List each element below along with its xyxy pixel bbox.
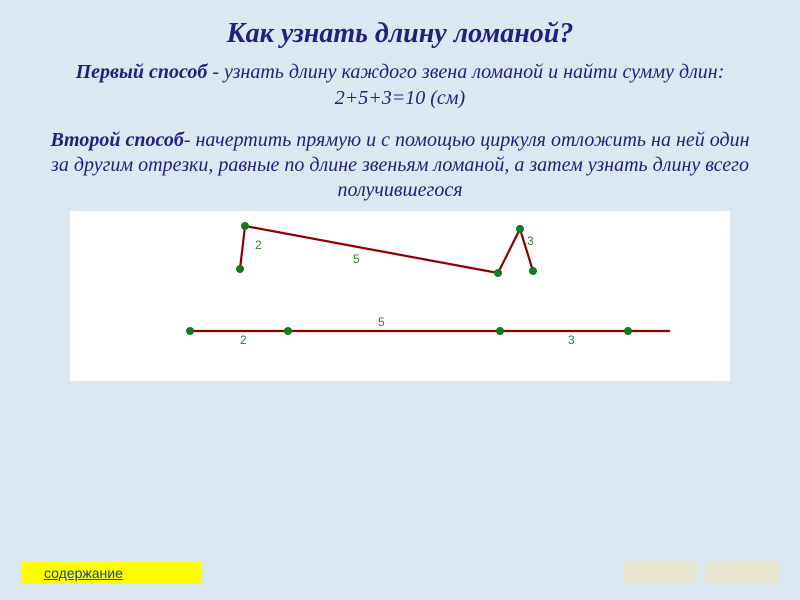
method2-label: Второй способ	[50, 129, 183, 151]
method1-label: Первый способ	[76, 61, 208, 83]
method1-formula: 2+5+3=10 (см)	[0, 85, 800, 118]
footer-content-bar: содержание	[22, 562, 202, 584]
svg-text:5: 5	[378, 315, 385, 329]
svg-text:3: 3	[568, 333, 575, 347]
page-title: Как узнать длину ломаной?	[0, 0, 800, 54]
nav-next-button[interactable]	[706, 562, 780, 584]
svg-text:2: 2	[240, 333, 247, 347]
content-link[interactable]: содержание	[44, 565, 123, 581]
svg-text:2: 2	[255, 238, 262, 252]
method1-rest: - узнать длину каждого звена ломаной и н…	[207, 61, 724, 83]
diagram-panel: 2 5 3 2 5 3	[70, 211, 730, 381]
method1-text: Первый способ - узнать длину каждого зве…	[0, 54, 800, 85]
svg-text:3: 3	[527, 234, 534, 248]
svg-text:5: 5	[353, 252, 360, 266]
nav-prev-button[interactable]	[624, 562, 698, 584]
method2-text: Второй способ- начертить прямую и с помо…	[0, 118, 800, 203]
polyline-diagram: 2 5 3 2 5 3	[70, 211, 730, 381]
slide-root: Как узнать длину ломаной? Первый способ …	[0, 0, 800, 600]
